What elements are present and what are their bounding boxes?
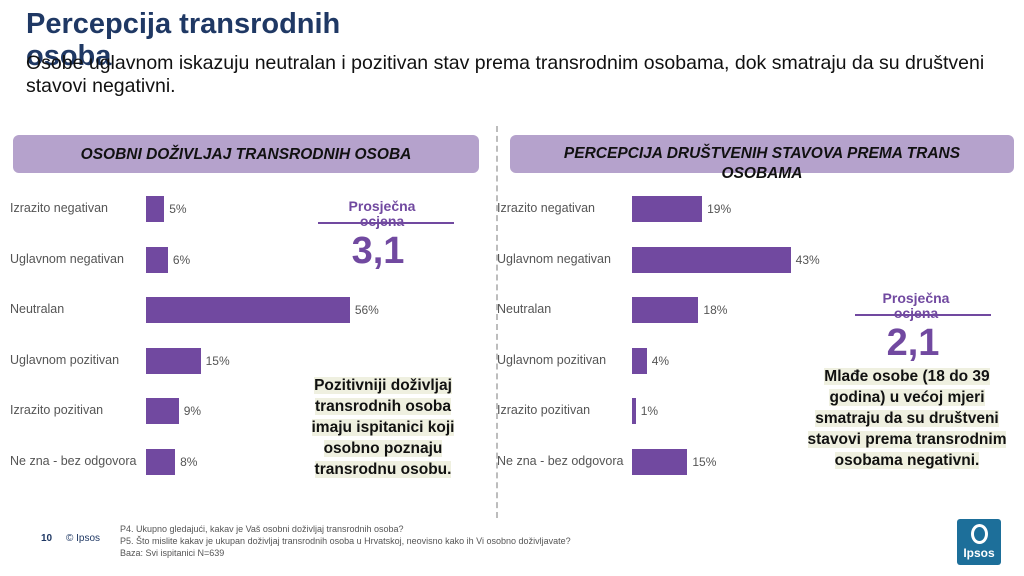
bar (632, 246, 791, 273)
category-label: Izrazito pozitivan (497, 403, 591, 418)
left-note-text: Pozitivniji doživljaj transrodnih osoba … (311, 377, 455, 478)
left-average-label: Prosječna ocjena (348, 198, 416, 229)
right-chart-title: PERCEPCIJA DRUŠTVENIH STAVOVA PREMA TRAN… (510, 135, 1014, 182)
value-label: 15% (692, 455, 717, 469)
ipsos-logo: Ipsos (957, 519, 1001, 565)
value-label: 8% (180, 455, 198, 469)
bar (632, 398, 636, 425)
bar (632, 196, 703, 222)
panel-divider (496, 126, 498, 518)
value-label: 5% (169, 202, 187, 216)
ipsos-logo-icon (970, 524, 988, 544)
value-label: 4% (651, 353, 670, 368)
footnote-2: P5. Što mislite kakav je ukupan doživlja… (120, 536, 571, 546)
right-average-underline (855, 314, 991, 316)
category-label: Ne zna - bez odgovora (497, 454, 624, 468)
category-label: Uglavnom pozitivan (497, 352, 607, 367)
bar (632, 449, 688, 475)
left-chart-title: OSOBNI DOŽIVLJAJ TRANSRODNIH OSOBA (13, 135, 479, 173)
slide-subtitle: Osobe uglavnom iskazuju neutralan i pozi… (26, 52, 985, 97)
right-average-value: 2,1 (886, 322, 940, 364)
value-label: 43% (795, 252, 820, 267)
right-average-label: Prosječna ocjena (882, 290, 950, 321)
category-label: Neutralan (497, 302, 552, 317)
value-label: 56% (354, 303, 379, 318)
left-average-underline (318, 222, 454, 224)
value-label: 6% (172, 252, 191, 267)
bar (146, 398, 179, 425)
bar (146, 196, 165, 222)
left-note: Pozitivniji doživljaj transrodnih osoba … (298, 375, 468, 480)
category-label: Uglavnom pozitivan (10, 352, 120, 367)
category-label: Neutralan (10, 302, 65, 317)
page-number: 10 (41, 533, 53, 544)
slide-title: Percepcija transrodnih osoba (26, 8, 341, 72)
value-label: 18% (703, 303, 728, 318)
category-label: Ne zna - bez odgovora (10, 454, 137, 468)
bar (146, 347, 201, 374)
bar (146, 297, 350, 324)
right-note-text: Mlađe osobe (18 do 39 godina) u većoj mj… (807, 368, 1007, 469)
category-label: Izrazito negativan (497, 201, 595, 215)
footnote-1: P4. Ukupno gledajući, kakav je Vaš osobn… (120, 524, 404, 534)
value-label: 9% (183, 404, 202, 419)
logo-text: Ipsos (963, 546, 995, 560)
value-label: 15% (205, 353, 230, 368)
value-label: 19% (707, 202, 732, 216)
category-label: Uglavnom negativan (497, 251, 611, 266)
bar (146, 449, 176, 475)
category-label: Izrazito negativan (10, 201, 108, 215)
right-note: Mlađe osobe (18 do 39 godina) u većoj mj… (797, 366, 1017, 471)
footnote-3: Baza: Svi ispitanici N=639 (120, 548, 225, 558)
value-label: 1% (640, 404, 659, 419)
category-label: Izrazito pozitivan (10, 403, 104, 418)
bar (632, 347, 647, 374)
bar (632, 297, 699, 324)
left-average-value: 3,1 (351, 230, 405, 272)
copyright: © Ipsos (66, 533, 101, 544)
bar (146, 246, 168, 273)
category-label: Uglavnom negativan (10, 251, 124, 266)
